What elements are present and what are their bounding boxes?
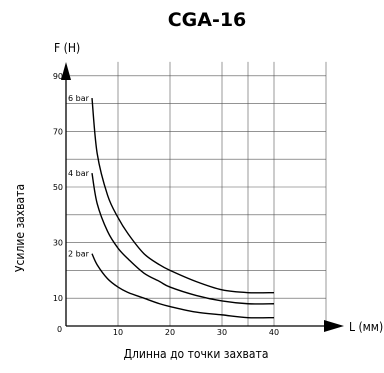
y-axis-side-label: Усилие захвата xyxy=(13,184,27,272)
x-axis-bottom-label: Длинна до точки захвата xyxy=(124,347,269,361)
chart-title: CGA-16 xyxy=(168,9,247,31)
x-tick-label: 30 xyxy=(217,328,227,337)
series-line xyxy=(91,172,275,305)
series-label: 2 bar xyxy=(68,250,90,259)
tick-labels: 10 20 30 40 10 30 50 70 90 xyxy=(53,72,279,337)
y-tick-label: 10 xyxy=(53,294,63,303)
y-tick-label: 70 xyxy=(53,127,63,136)
x-axis-arrow xyxy=(324,320,344,332)
grid xyxy=(66,61,327,326)
series-label: 4 bar xyxy=(68,169,90,178)
y-axis-arrow xyxy=(61,62,71,80)
y-axis-label: F (H) xyxy=(54,41,80,55)
x-tick-label: 40 xyxy=(269,328,279,337)
y-tick-label: 30 xyxy=(53,239,63,248)
x-tick-label: 10 xyxy=(113,328,123,337)
series-line xyxy=(91,97,275,294)
y-tick-label: 90 xyxy=(53,72,63,81)
series-line xyxy=(91,253,275,319)
x-axis-label: L (мм) xyxy=(349,320,383,334)
x-tick-label: 20 xyxy=(165,328,175,337)
y-tick-label: 50 xyxy=(53,183,63,192)
series-curves: 6 bar 4 bar 2 bar xyxy=(68,94,275,319)
series-label: 6 bar xyxy=(68,94,90,103)
origin-label: 0 xyxy=(57,325,62,334)
